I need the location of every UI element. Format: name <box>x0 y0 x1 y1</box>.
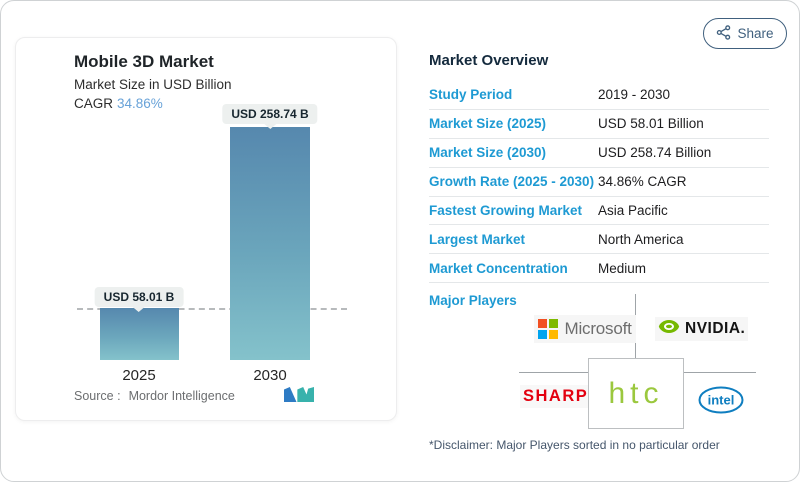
row-label: Market Concentration <box>429 260 568 276</box>
row-label: Market Size (2025) <box>429 116 547 132</box>
microsoft-squares-icon <box>538 319 558 339</box>
chart-cagr: CAGR 34.86% <box>74 96 163 111</box>
row-value: 34.86% CAGR <box>598 174 687 190</box>
row-value: USD 58.01 Billion <box>598 116 704 132</box>
nvidia-logo: NVIDIA. <box>655 317 749 341</box>
source-attribution: Source : Mordor Intelligence <box>74 389 342 403</box>
table-row: Market Size (2025) USD 58.01 Billion <box>429 110 769 139</box>
cagr-label: CAGR <box>74 96 114 111</box>
connector-horizontal-line-left <box>519 372 588 373</box>
table-row: Largest Market North America <box>429 225 769 255</box>
row-value: USD 258.74 Billion <box>598 145 712 161</box>
htc-wordmark: htc <box>608 376 664 410</box>
source-name: Mordor Intelligence <box>128 389 235 403</box>
table-row: Market Concentration Medium <box>429 254 769 284</box>
overview-table: Study Period 2019 - 2030 Market Size (202… <box>429 81 769 284</box>
overview-heading: Market Overview <box>429 52 549 69</box>
row-value: Asia Pacific <box>598 203 668 218</box>
row-value: Medium <box>598 260 647 276</box>
table-row: Market Size (2030) USD 258.74 Billion <box>429 139 769 168</box>
reference-dashed-line <box>77 308 347 310</box>
chart-title: Mobile 3D Market <box>74 52 214 71</box>
row-label: Largest Market <box>429 231 526 247</box>
nvidia-eye-icon <box>658 319 680 339</box>
connector-horizontal-line-right <box>684 372 756 373</box>
disclaimer-text: *Disclaimer: Major Players sorted in no … <box>429 438 720 452</box>
cagr-value: 34.86% <box>117 96 163 111</box>
chart-subtitle: Market Size in USD Billion <box>74 77 232 92</box>
bar-2025[interactable] <box>100 308 179 360</box>
share-button-label: Share <box>737 26 774 41</box>
share-button[interactable]: Share <box>703 18 787 49</box>
mordor-intelligence-logo-icon <box>284 387 314 407</box>
intel-wordmark: intel <box>708 393 735 408</box>
row-label: Study Period <box>429 87 513 103</box>
row-label: Market Size (2030) <box>429 145 547 161</box>
source-label: Source : <box>74 389 121 403</box>
bar-chart: USD 58.01 B USD 258.74 B 2025 2030 <box>16 38 398 422</box>
table-row: Study Period 2019 - 2030 <box>429 81 769 110</box>
htc-logo-box: htc <box>588 358 684 429</box>
row-label: Growth Rate (2025 - 2030) <box>429 174 595 190</box>
share-icon <box>716 24 731 43</box>
table-row: Fastest Growing Market Asia Pacific <box>429 197 769 226</box>
sharp-logo: SHARP <box>520 385 592 408</box>
x-axis-label-2025: 2025 <box>122 367 156 384</box>
x-axis-label-2030: 2030 <box>253 367 287 384</box>
row-value: 2019 - 2030 <box>598 87 671 103</box>
bar-2030[interactable] <box>230 127 310 360</box>
major-players-label: Major Players <box>429 293 517 308</box>
microsoft-logo: Microsoft <box>534 315 636 343</box>
row-value: North America <box>598 231 684 247</box>
microsoft-wordmark: Microsoft <box>564 319 632 338</box>
bar-value-label-2025: USD 58.01 B <box>94 287 184 307</box>
bar-value-label-2030: USD 258.74 B <box>222 104 318 124</box>
intel-logo: intel <box>698 386 744 419</box>
nvidia-wordmark: NVIDIA. <box>685 320 746 337</box>
row-label: Fastest Growing Market <box>429 203 583 218</box>
chart-card: Mobile 3D Market Market Size in USD Bill… <box>15 37 397 421</box>
table-row: Growth Rate (2025 - 2030) 34.86% CAGR <box>429 168 769 197</box>
